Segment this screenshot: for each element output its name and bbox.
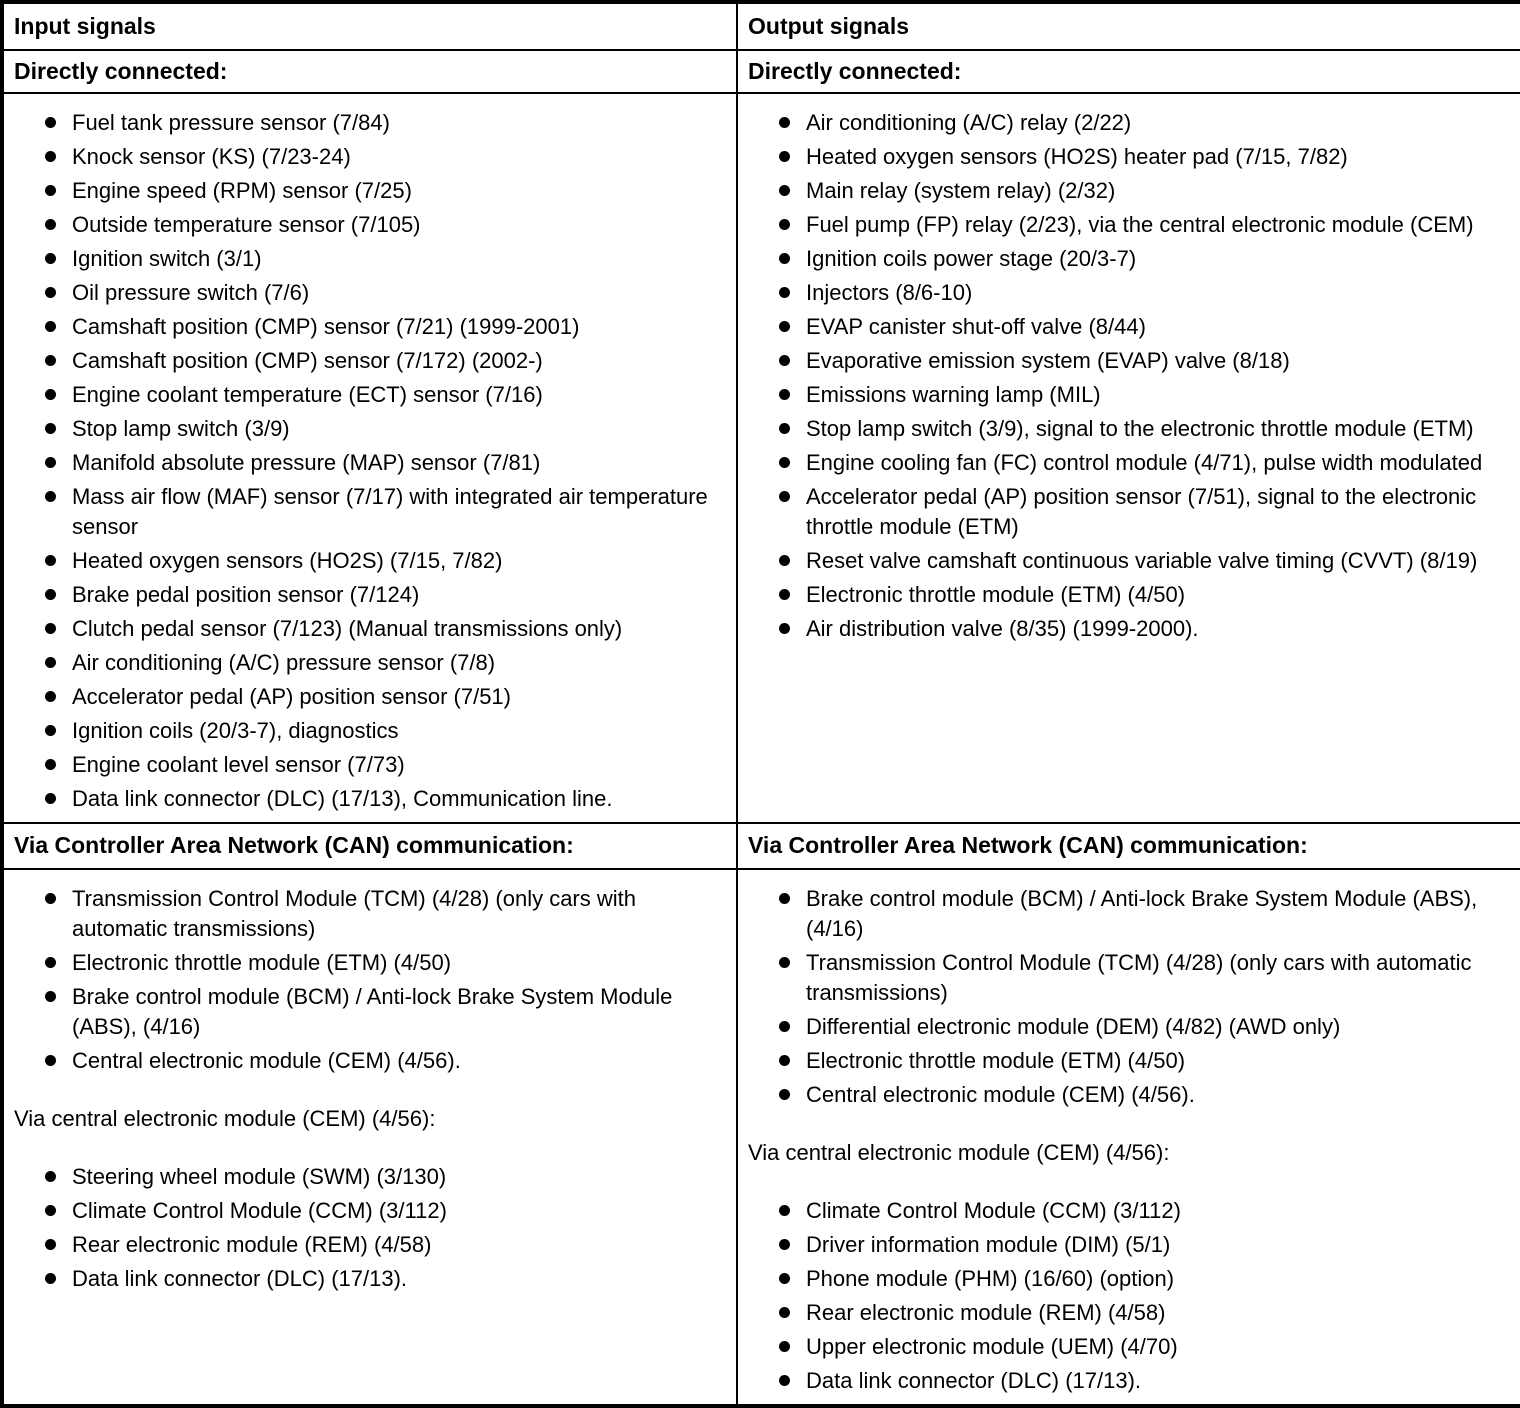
- input-directly-connected-title: Directly connected:: [1, 49, 738, 94]
- list-item: Rear electronic module (REM) (4/58): [778, 1298, 1510, 1328]
- list-item: Fuel pump (FP) relay (2/23), via the cen…: [778, 210, 1510, 240]
- input-can-title: Via Controller Area Network (CAN) commun…: [1, 822, 738, 870]
- output-can-cell: Brake control module (BCM) / Anti-lock B…: [736, 868, 1520, 1407]
- list-item: Upper electronic module (UEM) (4/70): [778, 1332, 1510, 1362]
- can-communication-row: Via Controller Area Network (CAN) commun…: [1, 822, 1520, 870]
- list-item: Ignition coils power stage (20/3-7): [778, 244, 1510, 274]
- list-item: Phone module (PHM) (16/60) (option): [778, 1264, 1510, 1294]
- list-item: Brake control module (BCM) / Anti-lock B…: [44, 982, 726, 1042]
- list-item: Clutch pedal sensor (7/123) (Manual tran…: [44, 614, 726, 644]
- list-item: Climate Control Module (CCM) (3/112): [44, 1196, 726, 1226]
- directly-connected-row: Directly connected: Directly connected:: [1, 49, 1520, 94]
- list-item: Emissions warning lamp (MIL): [778, 380, 1510, 410]
- list-item: Brake control module (BCM) / Anti-lock B…: [778, 884, 1510, 944]
- output-directly-connected-cell: Air conditioning (A/C) relay (2/22) Heate…: [736, 92, 1520, 824]
- list-item: Evaporative emission system (EVAP) valve…: [778, 346, 1510, 376]
- list-item: Stop lamp switch (3/9), signal to the el…: [778, 414, 1510, 444]
- list-item: Main relay (system relay) (2/32): [778, 176, 1510, 206]
- list-item: Engine cooling fan (FC) control module (…: [778, 448, 1510, 478]
- output-can-list: Brake control module (BCM) / Anti-lock B…: [748, 884, 1510, 1110]
- list-item: Electronic throttle module (ETM) (4/50): [778, 1046, 1510, 1076]
- list-item: Knock sensor (KS) (7/23-24): [44, 142, 726, 172]
- list-item: Air conditioning (A/C) relay (2/22): [778, 108, 1510, 138]
- list-item: Transmission Control Module (TCM) (4/28)…: [778, 948, 1510, 1008]
- directly-connected-lists-row: Fuel tank pressure sensor (7/84) Knock se…: [1, 92, 1520, 824]
- list-item: Oil pressure switch (7/6): [44, 278, 726, 308]
- list-item: Data link connector (DLC) (17/13), Commu…: [44, 784, 726, 814]
- output-directly-connected-title: Directly connected:: [736, 49, 1520, 94]
- list-item: Engine coolant level sensor (7/73): [44, 750, 726, 780]
- input-cem-intro: Via central electronic module (CEM) (4/5…: [14, 1106, 436, 1131]
- output-signals-header: Output signals: [736, 1, 1520, 51]
- list-item: Central electronic module (CEM) (4/56).: [778, 1080, 1510, 1110]
- list-item: Differential electronic module (DEM) (4/…: [778, 1012, 1510, 1042]
- list-item: Climate Control Module (CCM) (3/112): [778, 1196, 1510, 1226]
- list-item: Manifold absolute pressure (MAP) sensor …: [44, 448, 726, 478]
- list-item: Air distribution valve (8/35) (1999-2000…: [778, 614, 1510, 644]
- output-cem-intro: Via central electronic module (CEM) (4/5…: [748, 1140, 1170, 1165]
- output-direct-list: Air conditioning (A/C) relay (2/22) Heate…: [748, 108, 1510, 644]
- list-item: Driver information module (DIM) (5/1): [778, 1230, 1510, 1260]
- output-can-title: Via Controller Area Network (CAN) commun…: [736, 822, 1520, 870]
- list-item: Camshaft position (CMP) sensor (7/172) (…: [44, 346, 726, 376]
- list-item: Mass air flow (MAF) sensor (7/17) with i…: [44, 482, 726, 542]
- can-lists-row: Transmission Control Module (TCM) (4/28)…: [1, 868, 1520, 1407]
- list-item: Engine coolant temperature (ECT) sensor …: [44, 380, 726, 410]
- list-item: Reset valve camshaft continuous variable…: [778, 546, 1510, 576]
- list-item: Heated oxygen sensors (HO2S) (7/15, 7/82…: [44, 546, 726, 576]
- list-item: Outside temperature sensor (7/105): [44, 210, 726, 240]
- list-item: Data link connector (DLC) (17/13).: [778, 1366, 1510, 1396]
- list-item: Ignition switch (3/1): [44, 244, 726, 274]
- input-can-list: Transmission Control Module (TCM) (4/28)…: [14, 884, 726, 1076]
- table-header-row: Input signals Output signals: [1, 1, 1520, 51]
- list-item: Heated oxygen sensors (HO2S) heater pad …: [778, 142, 1510, 172]
- list-item: Stop lamp switch (3/9): [44, 414, 726, 444]
- list-item: Accelerator pedal (AP) position sensor (…: [44, 682, 726, 712]
- input-cem-list: Steering wheel module (SWM) (3/130) Clima…: [14, 1162, 726, 1294]
- input-direct-list: Fuel tank pressure sensor (7/84) Knock se…: [14, 108, 726, 814]
- list-item: Brake pedal position sensor (7/124): [44, 580, 726, 610]
- output-cem-list: Climate Control Module (CCM) (3/112) Driv…: [748, 1196, 1510, 1396]
- list-item: Electronic throttle module (ETM) (4/50): [44, 948, 726, 978]
- list-item: Steering wheel module (SWM) (3/130): [44, 1162, 726, 1192]
- list-item: Data link connector (DLC) (17/13).: [44, 1264, 726, 1294]
- list-item: Camshaft position (CMP) sensor (7/21) (1…: [44, 312, 726, 342]
- input-directly-connected-cell: Fuel tank pressure sensor (7/84) Knock se…: [1, 92, 738, 824]
- list-item: Fuel tank pressure sensor (7/84): [44, 108, 726, 138]
- list-item: Injectors (8/6-10): [778, 278, 1510, 308]
- input-can-cell: Transmission Control Module (TCM) (4/28)…: [1, 868, 738, 1407]
- list-item: Central electronic module (CEM) (4/56).: [44, 1046, 726, 1076]
- list-item: Electronic throttle module (ETM) (4/50): [778, 580, 1510, 610]
- list-item: Rear electronic module (REM) (4/58): [44, 1230, 726, 1260]
- list-item: Engine speed (RPM) sensor (7/25): [44, 176, 726, 206]
- list-item: EVAP canister shut-off valve (8/44): [778, 312, 1510, 342]
- input-signals-header: Input signals: [1, 1, 738, 51]
- list-item: Transmission Control Module (TCM) (4/28)…: [44, 884, 726, 944]
- list-item: Air conditioning (A/C) pressure sensor (…: [44, 648, 726, 678]
- list-item: Ignition coils (20/3-7), diagnostics: [44, 716, 726, 746]
- list-item: Accelerator pedal (AP) position sensor (…: [778, 482, 1510, 542]
